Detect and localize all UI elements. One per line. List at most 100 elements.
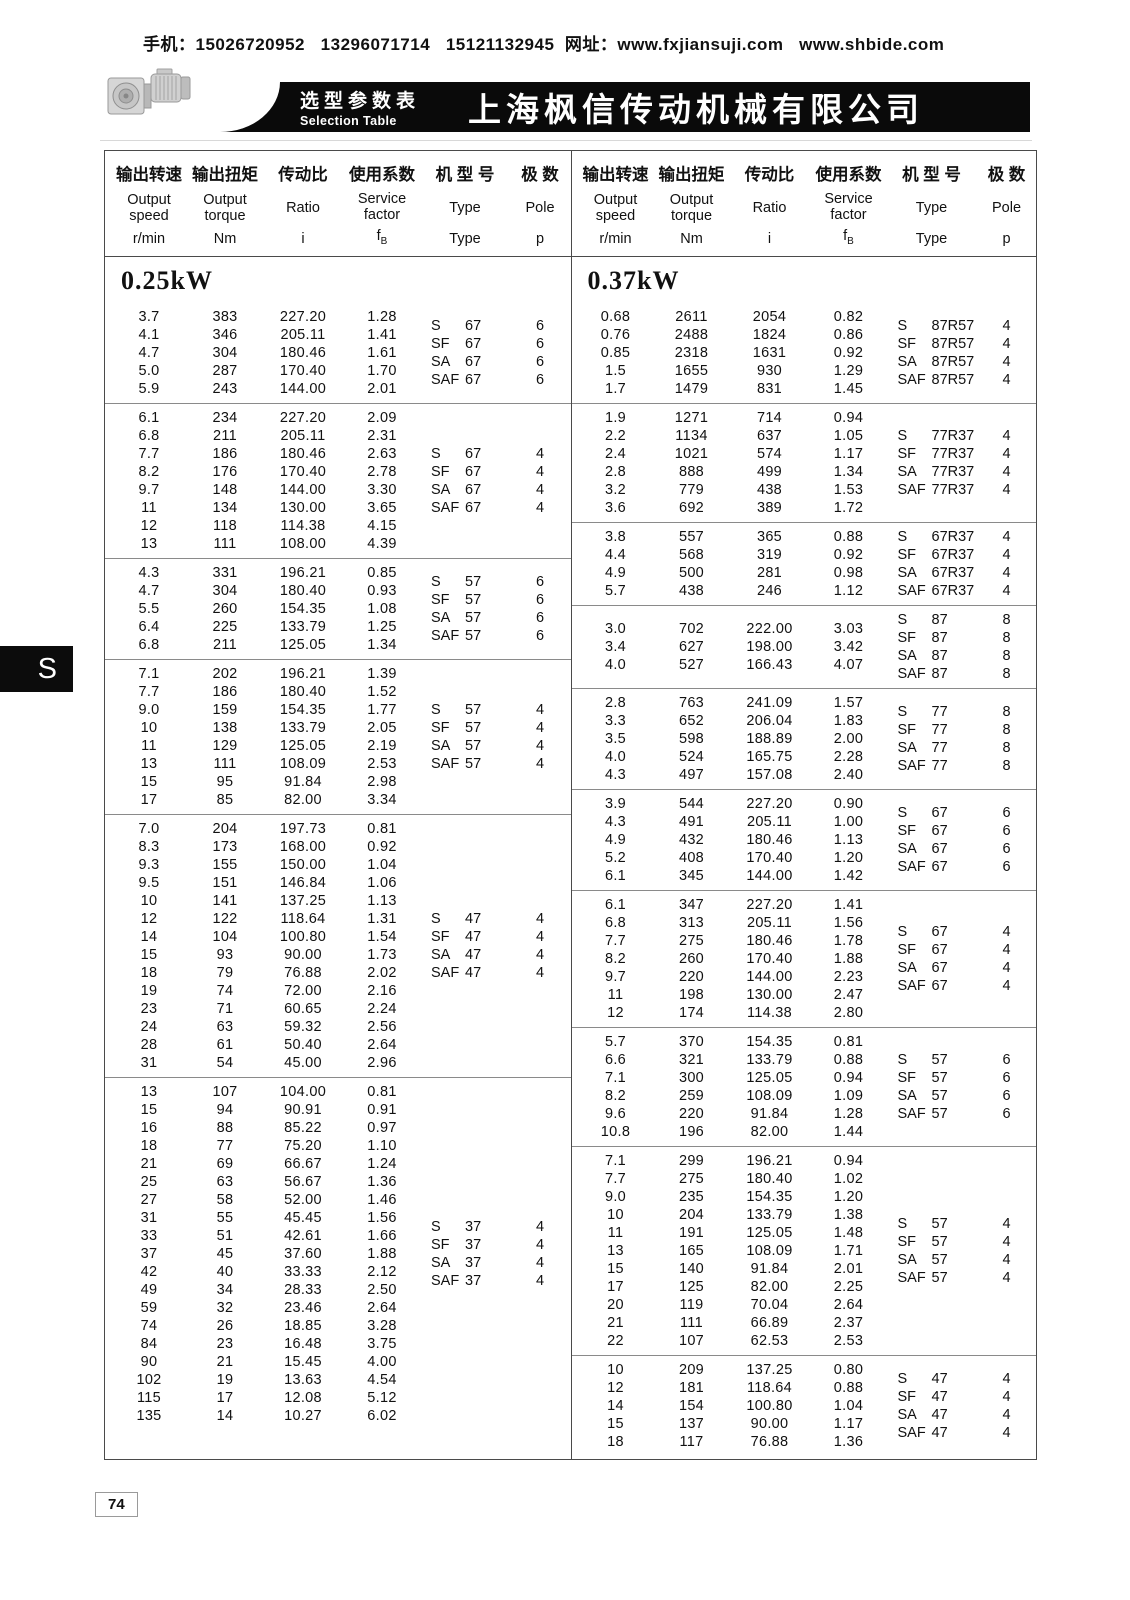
type-model: 67: [465, 482, 482, 498]
ratio-value: 165.75: [746, 749, 793, 765]
type-value: SF 77R37: [886, 445, 978, 463]
output-speed-value: 21: [140, 1156, 158, 1172]
type-pole-line: SF 67R37 4: [886, 546, 1036, 564]
service-factor-value: 0.88: [833, 1052, 864, 1068]
header-output-speed: 输出转速 Output speed r/min: [109, 161, 189, 247]
page-number: 74: [95, 1492, 138, 1517]
service-factor-value: 1.61: [367, 345, 397, 361]
header-unit-label: fB: [843, 228, 854, 247]
ratio-value: 45.00: [284, 1055, 322, 1071]
type-pole-line: SAF 57 4: [419, 755, 569, 773]
type-prefix: SF: [897, 823, 917, 839]
type-pole-line: S 77 8: [886, 703, 1036, 721]
type-model: 67R37: [931, 583, 975, 599]
output-speed-value: 21: [607, 1315, 624, 1331]
ratio-value: 180.46: [279, 345, 327, 361]
output-speed-value: 17: [607, 1279, 624, 1295]
type-pole-line: S 67 4: [886, 923, 1036, 941]
header-banner: 选型参数表 Selection Table 上海枫信传动机械有限公司: [205, 82, 1030, 132]
output-torque-value: 40: [216, 1264, 234, 1280]
output-torque-value: 151: [212, 875, 238, 891]
type-value: SAF 67: [886, 858, 978, 876]
output-torque-value: 55: [216, 1210, 234, 1226]
group-rows: 2.8 763 241.09 1.57 3.3 652 206.04 1.83 3.5 598 18…: [576, 694, 886, 784]
output-speed-value: 9.0: [138, 702, 160, 718]
type-pole-line: S 77R37 4: [886, 427, 1036, 445]
service-factor-value: 3.30: [367, 482, 397, 498]
ratio-value: 205.11: [746, 814, 793, 830]
type-value: S 67: [419, 445, 511, 463]
output-speed-value: 115: [136, 1390, 162, 1406]
pole-value: 4: [535, 1219, 545, 1235]
service-factor-value: 2.53: [367, 756, 397, 772]
type-prefix: SAF: [897, 666, 926, 682]
pole-value: 4: [1002, 1371, 1011, 1387]
output-torque-value: 275: [678, 933, 705, 949]
type-model: 87R57: [931, 318, 975, 334]
output-torque-value: 125: [678, 1279, 705, 1295]
ratio-value: 146.84: [279, 875, 327, 891]
service-factor-value: 0.97: [367, 1120, 397, 1136]
type-value: SA 67R37: [886, 564, 978, 582]
service-factor-value: 1.04: [367, 857, 397, 873]
ratio-value: 222.00: [746, 621, 793, 637]
ratio-value: 154.35: [746, 1189, 793, 1205]
header-unit-label: Nm: [213, 231, 237, 247]
service-factor-value: 0.80: [833, 1362, 864, 1378]
type-prefix: SAF: [431, 1273, 460, 1289]
output-speed-value: 15: [607, 1261, 624, 1277]
pole-value: 4: [1002, 529, 1011, 545]
output-speed-value: 25: [140, 1174, 158, 1190]
service-factor-value: 2.01: [833, 1261, 864, 1277]
ratio-value: 70.04: [750, 1297, 789, 1313]
header-unit-label: fB: [376, 228, 388, 247]
service-factor-value: 1.10: [367, 1138, 397, 1154]
output-torque-value: 111: [213, 756, 237, 772]
type-prefix: SAF: [431, 756, 460, 772]
type-pole-line: SAF 57 4: [886, 1269, 1036, 1287]
output-speed-value: 49: [140, 1282, 158, 1298]
header-en-label: Output torque: [203, 192, 247, 224]
service-factor-value: 1.12: [833, 583, 864, 599]
service-factor-value: 1.09: [833, 1088, 864, 1104]
output-torque-value: 173: [212, 839, 238, 855]
service-factor-value: 1.52: [367, 684, 397, 700]
group-rows: 0.68 2611 2054 0.82 0.76 2488 1824 0.86 0.85 2318…: [576, 308, 886, 398]
ratio-value: 52.00: [284, 1192, 322, 1208]
type-prefix: SA: [897, 1088, 917, 1104]
service-factor-value: 2.98: [367, 774, 397, 790]
type-prefix: SF: [431, 929, 450, 945]
output-speed-value: 3.3: [604, 713, 627, 729]
type-pole-block: S 67 6 SF 67 6 SA 67 6 SAF 67 6: [886, 795, 1036, 885]
header-unit-label: Type: [915, 231, 948, 247]
service-factor-value: 2.16: [367, 983, 397, 999]
group-rows: 6.1 234 227.20 2.09 6.8 211 205.11 2.31 7.7 186 18…: [109, 409, 419, 553]
output-torque-value: 119: [679, 1297, 704, 1313]
output-torque-value: 21: [216, 1354, 234, 1370]
output-speed-value: 6.8: [138, 428, 160, 444]
type-pole-block: S 77R37 4 SF 77R37 4 SA 77R37 4 SAF 77R37 4: [886, 409, 1036, 517]
output-torque-value: 137: [678, 1416, 705, 1432]
output-speed-value: 3.5: [604, 731, 627, 747]
output-speed-value: 18: [140, 1138, 158, 1154]
type-model: 57: [465, 720, 482, 736]
type-pole-line: S 57 4: [886, 1215, 1036, 1233]
ratio-value: 66.89: [750, 1315, 789, 1331]
output-speed-value: 7.7: [138, 684, 160, 700]
output-torque-value: 77: [216, 1138, 234, 1154]
header-unit-label: i: [301, 231, 305, 247]
pole-value: 6: [1002, 1106, 1011, 1122]
selection-table-title: 选型参数表 Selection Table: [300, 86, 420, 128]
ratio-value: 1631: [752, 345, 787, 361]
output-torque-value: 1655: [674, 363, 709, 379]
type-model: 57: [465, 574, 482, 590]
header-cn-label: 机 型 号: [435, 166, 495, 184]
pole-value: 4: [535, 965, 545, 981]
type-model: 87: [931, 666, 948, 682]
output-speed-value: 31: [140, 1055, 158, 1071]
service-factor-value: 1.48: [833, 1225, 864, 1241]
type-model: 67: [931, 978, 948, 994]
type-pole-line: SAF 87 8: [886, 665, 1036, 683]
type-pole-line: SF 57 6: [419, 591, 569, 609]
output-torque-value: 85: [216, 792, 234, 808]
